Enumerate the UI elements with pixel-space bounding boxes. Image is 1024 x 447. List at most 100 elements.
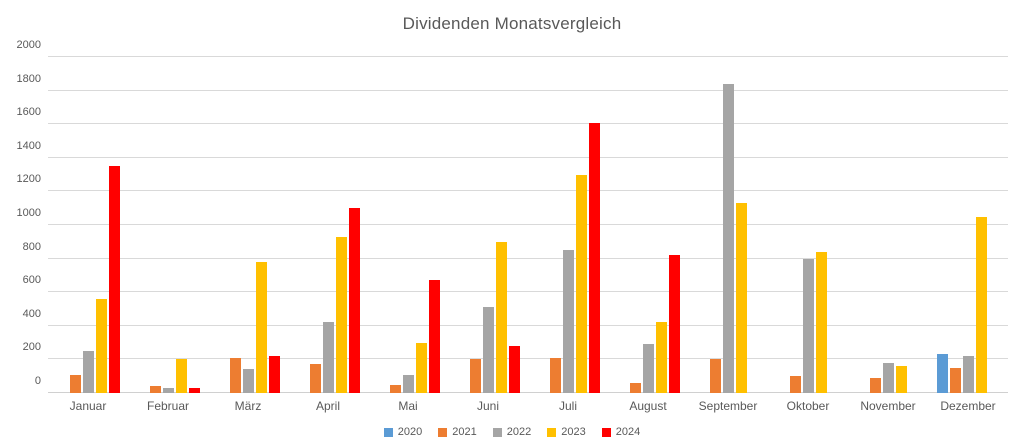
x-axis-label-august: August: [629, 399, 667, 413]
gridline-1800: [48, 89, 1008, 91]
legend-swatch-2024: [601, 427, 611, 437]
chart-legend: 2020 2021 2022 2023 2024: [0, 426, 1024, 438]
bar-2023-april: [335, 236, 347, 393]
y-axis-tick-800: 800: [22, 240, 41, 253]
bar-group-januar: Januar: [48, 57, 128, 413]
bar-2022-september: [722, 83, 734, 393]
bar-2023-märz: [255, 261, 267, 393]
bar-group-august: August: [608, 57, 688, 413]
bar-2021-november: [869, 377, 881, 393]
gridline-400: [48, 324, 1008, 326]
bar-2022-oktober: [802, 258, 814, 393]
bar-2021-august: [629, 382, 641, 393]
x-axis-label-september: September: [698, 399, 758, 413]
y-axis-tick-1600: 1600: [16, 106, 41, 119]
bar-2021-mai: [389, 384, 401, 393]
bar-groups: Januar Februar März April Mai Juni Juli August S…: [48, 57, 1008, 413]
bar-2023-oktober: [815, 251, 827, 393]
bar-group-september: September: [688, 57, 768, 413]
bar-2024-juli: [588, 122, 600, 393]
gridline-200: [48, 358, 1008, 360]
bar-2022-januar: [82, 351, 94, 393]
legend-item-2024: 2024: [601, 426, 641, 438]
legend-item-2023: 2023: [547, 426, 586, 438]
x-axis-label-april: April: [315, 399, 340, 413]
bar-2021-september: [709, 359, 721, 393]
y-axis-tick-2000: 2000: [16, 39, 41, 51]
bar-2024-märz: [268, 356, 280, 393]
bar-2021-juni: [469, 359, 481, 393]
bar-group-april: April: [288, 57, 368, 413]
gridline-800: [48, 257, 1008, 259]
bar-2024-februar: [188, 387, 200, 393]
bar-2021-märz: [229, 357, 241, 393]
bar-2023-juli: [575, 174, 587, 393]
bar-2021-februar: [149, 386, 161, 393]
bar-2022-dezember: [962, 356, 974, 393]
bar-2020-dezember: [936, 354, 948, 393]
gridline-1000: [48, 224, 1008, 225]
x-axis-label-februar: Februar: [146, 399, 190, 413]
bar-2023-august: [655, 322, 667, 393]
y-axis-tick-1000: 1000: [16, 207, 41, 219]
bar-2023-januar: [95, 298, 107, 393]
y-axis-tick-600: 600: [22, 274, 41, 287]
bar-group-märz: März: [208, 57, 288, 413]
bar-2022-juni: [482, 307, 494, 393]
bar-group-juli: Juli: [528, 57, 608, 413]
bar-2021-oktober: [789, 376, 801, 393]
bar-2023-februar: [175, 359, 187, 393]
y-axis-tick-1800: 1800: [16, 72, 41, 85]
bar-2022-mai: [402, 374, 414, 393]
legend-item-2020: 2020: [383, 426, 423, 438]
legend-swatch-2023: [547, 427, 557, 437]
legend-swatch-2020: [383, 427, 393, 437]
x-axis-label-mai: Mai: [398, 399, 418, 413]
gridline-1400: [48, 156, 1008, 158]
bar-2022-juli: [562, 250, 574, 393]
bar-group-oktober: Oktober: [768, 57, 848, 413]
bar-2022-april: [322, 322, 334, 393]
gridline-1200: [48, 190, 1008, 192]
bar-group-mai: Mai: [368, 57, 448, 413]
x-axis-label-dezember: Dezember: [940, 399, 996, 413]
legend-label-2020: 2020: [397, 426, 423, 438]
legend-label-2021: 2021: [452, 426, 477, 438]
bar-2023-mai: [415, 342, 427, 393]
x-axis-label-november: November: [860, 399, 916, 413]
bar-group-dezember: Dezember: [928, 57, 1008, 413]
y-axis-tick-0: 0: [34, 375, 41, 387]
y-axis-tick-1200: 1200: [16, 173, 41, 186]
bar-2022-februar: [162, 387, 174, 393]
bar-2024-august: [668, 255, 680, 393]
x-axis-label-oktober: Oktober: [786, 399, 830, 413]
bar-2024-januar: [108, 166, 120, 393]
bar-2023-november: [895, 366, 907, 393]
legend-label-2024: 2024: [615, 426, 641, 438]
bar-2021-april: [309, 364, 321, 393]
y-axis-tick-1400: 1400: [16, 139, 41, 152]
x-axis-label-juli: Juli: [558, 399, 577, 413]
bar-2023-juni: [495, 241, 507, 393]
bar-2023-september: [735, 203, 747, 393]
x-axis-label-juni: Juni: [476, 399, 499, 413]
bar-2024-juni: [508, 345, 520, 393]
legend-item-2022: 2022: [492, 426, 532, 438]
y-axis-tick-200: 200: [22, 341, 41, 354]
bar-2022-märz: [242, 369, 254, 393]
bar-2021-dezember: [949, 367, 961, 393]
bar-group-februar: Februar: [128, 57, 208, 413]
plot-area: 0 200 400 600 800 1000 1200 1400 1600 1800 2000 Jan…: [17, 39, 1008, 413]
bar-group-juni: Juni: [448, 57, 528, 413]
bar-2024-mai: [428, 280, 440, 393]
bar-2023-dezember: [975, 216, 987, 393]
x-axis-label-märz: März: [234, 399, 262, 413]
bar-group-november: November: [848, 57, 928, 413]
legend-label-2023: 2023: [561, 426, 586, 438]
chart-title: Dividenden Monatsvergleich: [402, 14, 622, 33]
bar-2024-april: [348, 208, 360, 393]
gridline-600: [48, 291, 1008, 293]
gridline-1600: [48, 123, 1008, 125]
legend-label-2022: 2022: [506, 426, 532, 438]
